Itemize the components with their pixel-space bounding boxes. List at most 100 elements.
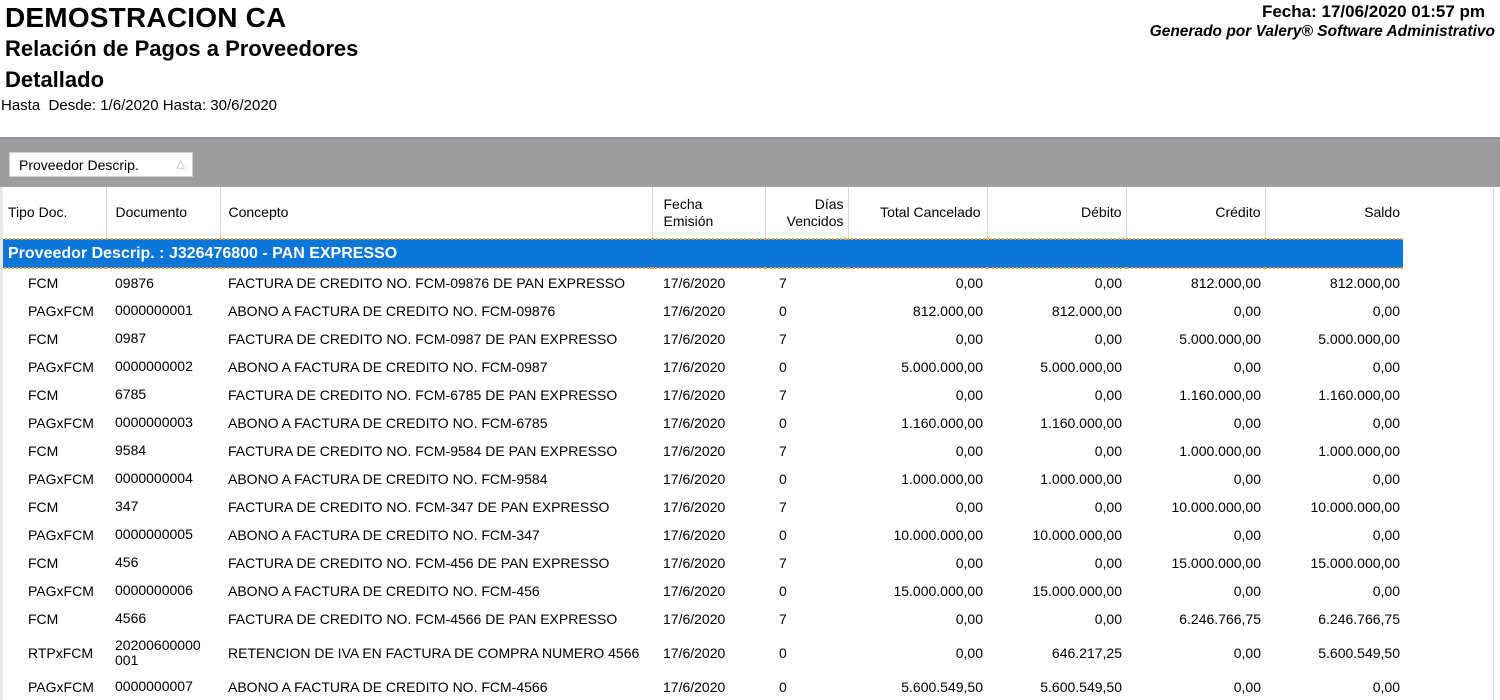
table-row[interactable]: FCM 0987 FACTURA DE CREDITO NO. FCM-0987… (0, 324, 1403, 352)
cell-credito: 0,00 (1126, 464, 1265, 492)
print-date: Fecha: 17/06/2020 01:57 pm (1261, 2, 1485, 21)
cell-concepto: ABONO A FACTURA DE CREDITO NO. FCM-09876 (220, 296, 652, 324)
cell-fecha-emision: 17/6/2020 (652, 408, 765, 436)
cell-credito: 0,00 (1126, 672, 1265, 700)
report-header-left: DEMOSTRACION CA Relación de Pagos a Prov… (0, 0, 1500, 115)
cell-total-cancelado: 0,00 (848, 492, 987, 520)
date-range-line: Hasta Desde: 1/6/2020 Hasta: 30/6/2020 (1, 97, 278, 114)
cell-total-cancelado: 1.000.000,00 (848, 464, 987, 492)
cell-saldo: 6.246.766,75 (1265, 604, 1403, 632)
table-row[interactable]: PAGxFCM 0000000005 ABONO A FACTURA DE CR… (0, 520, 1403, 548)
cell-dias-vencidos: 7 (765, 436, 848, 464)
cell-fecha-emision: 17/6/2020 (652, 672, 765, 700)
cell-debito: 0,00 (987, 268, 1126, 296)
table-row[interactable]: PAGxFCM 0000000001 ABONO A FACTURA DE CR… (0, 296, 1403, 324)
report-header: DEMOSTRACION CA Relación de Pagos a Prov… (0, 0, 1500, 137)
cell-documento: 456 (106, 548, 220, 576)
cell-concepto: ABONO A FACTURA DE CREDITO NO. FCM-0987 (220, 352, 652, 380)
column-header-documento[interactable]: Documento (106, 187, 221, 239)
cell-fecha-emision: 17/6/2020 (652, 268, 765, 296)
cell-fecha-emision: 17/6/2020 (652, 520, 765, 548)
cell-debito: 646.217,25 (987, 632, 1126, 672)
cell-tipo-doc: PAGxFCM (0, 352, 106, 380)
cell-concepto: ABONO A FACTURA DE CREDITO NO. FCM-456 (220, 576, 652, 604)
group-header-label[interactable]: Proveedor Descrip. : J326476800 - PAN EX… (0, 238, 1403, 269)
table-row[interactable]: FCM 4566 FACTURA DE CREDITO NO. FCM-4566… (0, 604, 1403, 632)
column-header-tipo-doc[interactable]: Tipo Doc. (0, 187, 107, 239)
cell-credito: 0,00 (1126, 408, 1265, 436)
cell-tipo-doc: PAGxFCM (0, 672, 106, 700)
cell-debito: 5.000.000,00 (987, 352, 1126, 380)
cell-credito: 6.246.766,75 (1126, 604, 1265, 632)
cell-documento: 20200600000 001 (106, 632, 220, 672)
cell-tipo-doc: FCM (0, 324, 106, 352)
cell-tipo-doc: FCM (0, 492, 106, 520)
table-row[interactable]: PAGxFCM 0000000004 ABONO A FACTURA DE CR… (0, 464, 1403, 492)
cell-fecha-emision: 17/6/2020 (652, 632, 765, 672)
column-header-credito[interactable]: Crédito (1126, 187, 1266, 239)
table-row[interactable]: PAGxFCM 0000000002 ABONO A FACTURA DE CR… (0, 352, 1403, 380)
cell-saldo: 15.000.000,00 (1265, 548, 1403, 576)
cell-credito: 10.000.000,00 (1126, 492, 1265, 520)
cell-debito: 15.000.000,00 (987, 576, 1126, 604)
cell-documento: 0000000003 (106, 408, 220, 436)
cell-documento: 0000000006 (106, 576, 220, 604)
table-row[interactable]: PAGxFCM 0000000006 ABONO A FACTURA DE CR… (0, 576, 1403, 604)
cell-saldo: 10.000.000,00 (1265, 492, 1403, 520)
cell-saldo: 5.600.549,50 (1265, 632, 1403, 672)
cell-total-cancelado: 5.000.000,00 (848, 352, 987, 380)
cell-concepto: ABONO A FACTURA DE CREDITO NO. FCM-6785 (220, 408, 652, 436)
cell-tipo-doc: PAGxFCM (0, 408, 106, 436)
cell-fecha-emision: 17/6/2020 (652, 436, 765, 464)
cell-concepto: RETENCION DE IVA EN FACTURA DE COMPRA NU… (220, 632, 652, 672)
table-row[interactable]: RTPxFCM 20200600000 001 RETENCION DE IVA… (0, 632, 1403, 672)
cell-total-cancelado: 0,00 (848, 548, 987, 576)
cell-concepto: FACTURA DE CREDITO NO. FCM-456 DE PAN EX… (220, 548, 652, 576)
cell-debito: 0,00 (987, 324, 1126, 352)
cell-documento: 9584 (106, 436, 220, 464)
cell-dias-vencidos: 0 (765, 672, 848, 700)
cell-tipo-doc: PAGxFCM (0, 576, 106, 604)
table-row[interactable]: FCM 09876 FACTURA DE CREDITO NO. FCM-098… (0, 268, 1403, 296)
page-right-edge (1493, 187, 1494, 700)
table-row[interactable]: PAGxFCM 0000000007 ABONO A FACTURA DE CR… (0, 672, 1403, 700)
cell-saldo: 0,00 (1265, 576, 1403, 604)
cell-saldo: 0,00 (1265, 296, 1403, 324)
cell-dias-vencidos: 0 (765, 408, 848, 436)
cell-saldo: 0,00 (1265, 408, 1403, 436)
cell-credito: 0,00 (1126, 296, 1265, 324)
column-header-dias-vencidos[interactable]: Días Vencidos (765, 187, 849, 239)
sort-ascending-icon[interactable]: △ (176, 158, 185, 170)
column-header-fecha-emision[interactable]: Fecha Emisión (652, 187, 766, 239)
group-field-label: Proveedor Descrip. (19, 156, 139, 173)
column-header-total-cancelado[interactable]: Total Cancelado (848, 187, 988, 239)
cell-documento: 09876 (106, 268, 220, 296)
table-row[interactable]: PAGxFCM 0000000003 ABONO A FACTURA DE CR… (0, 408, 1403, 436)
cell-documento: 0000000007 (106, 672, 220, 700)
group-field-chip[interactable]: Proveedor Descrip. △ (9, 152, 193, 177)
cell-tipo-doc: FCM (0, 548, 106, 576)
cell-tipo-doc: RTPxFCM (0, 632, 106, 672)
column-header-concepto[interactable]: Concepto (220, 187, 653, 239)
table-row[interactable]: FCM 6785 FACTURA DE CREDITO NO. FCM-6785… (0, 380, 1403, 408)
column-header-saldo[interactable]: Saldo (1265, 187, 1403, 239)
cell-fecha-emision: 17/6/2020 (652, 296, 765, 324)
cell-concepto: FACTURA DE CREDITO NO. FCM-347 DE PAN EX… (220, 492, 652, 520)
cell-total-cancelado: 0,00 (848, 436, 987, 464)
cell-dias-vencidos: 0 (765, 576, 848, 604)
cell-dias-vencidos: 0 (765, 352, 848, 380)
cell-saldo: 0,00 (1265, 520, 1403, 548)
cell-dias-vencidos: 7 (765, 604, 848, 632)
group-header-row[interactable]: Proveedor Descrip. : J326476800 - PAN EX… (0, 238, 1403, 269)
cell-dias-vencidos: 7 (765, 268, 848, 296)
cell-fecha-emision: 17/6/2020 (652, 352, 765, 380)
cell-saldo: 1.000.000,00 (1265, 436, 1403, 464)
cell-saldo: 0,00 (1265, 672, 1403, 700)
cell-debito: 1.160.000,00 (987, 408, 1126, 436)
column-header-debito[interactable]: Débito (987, 187, 1127, 239)
table-row[interactable]: FCM 456 FACTURA DE CREDITO NO. FCM-456 D… (0, 548, 1403, 576)
cell-concepto: ABONO A FACTURA DE CREDITO NO. FCM-9584 (220, 464, 652, 492)
cell-saldo: 0,00 (1265, 352, 1403, 380)
table-row[interactable]: FCM 9584 FACTURA DE CREDITO NO. FCM-9584… (0, 436, 1403, 464)
table-row[interactable]: FCM 347 FACTURA DE CREDITO NO. FCM-347 D… (0, 492, 1403, 520)
